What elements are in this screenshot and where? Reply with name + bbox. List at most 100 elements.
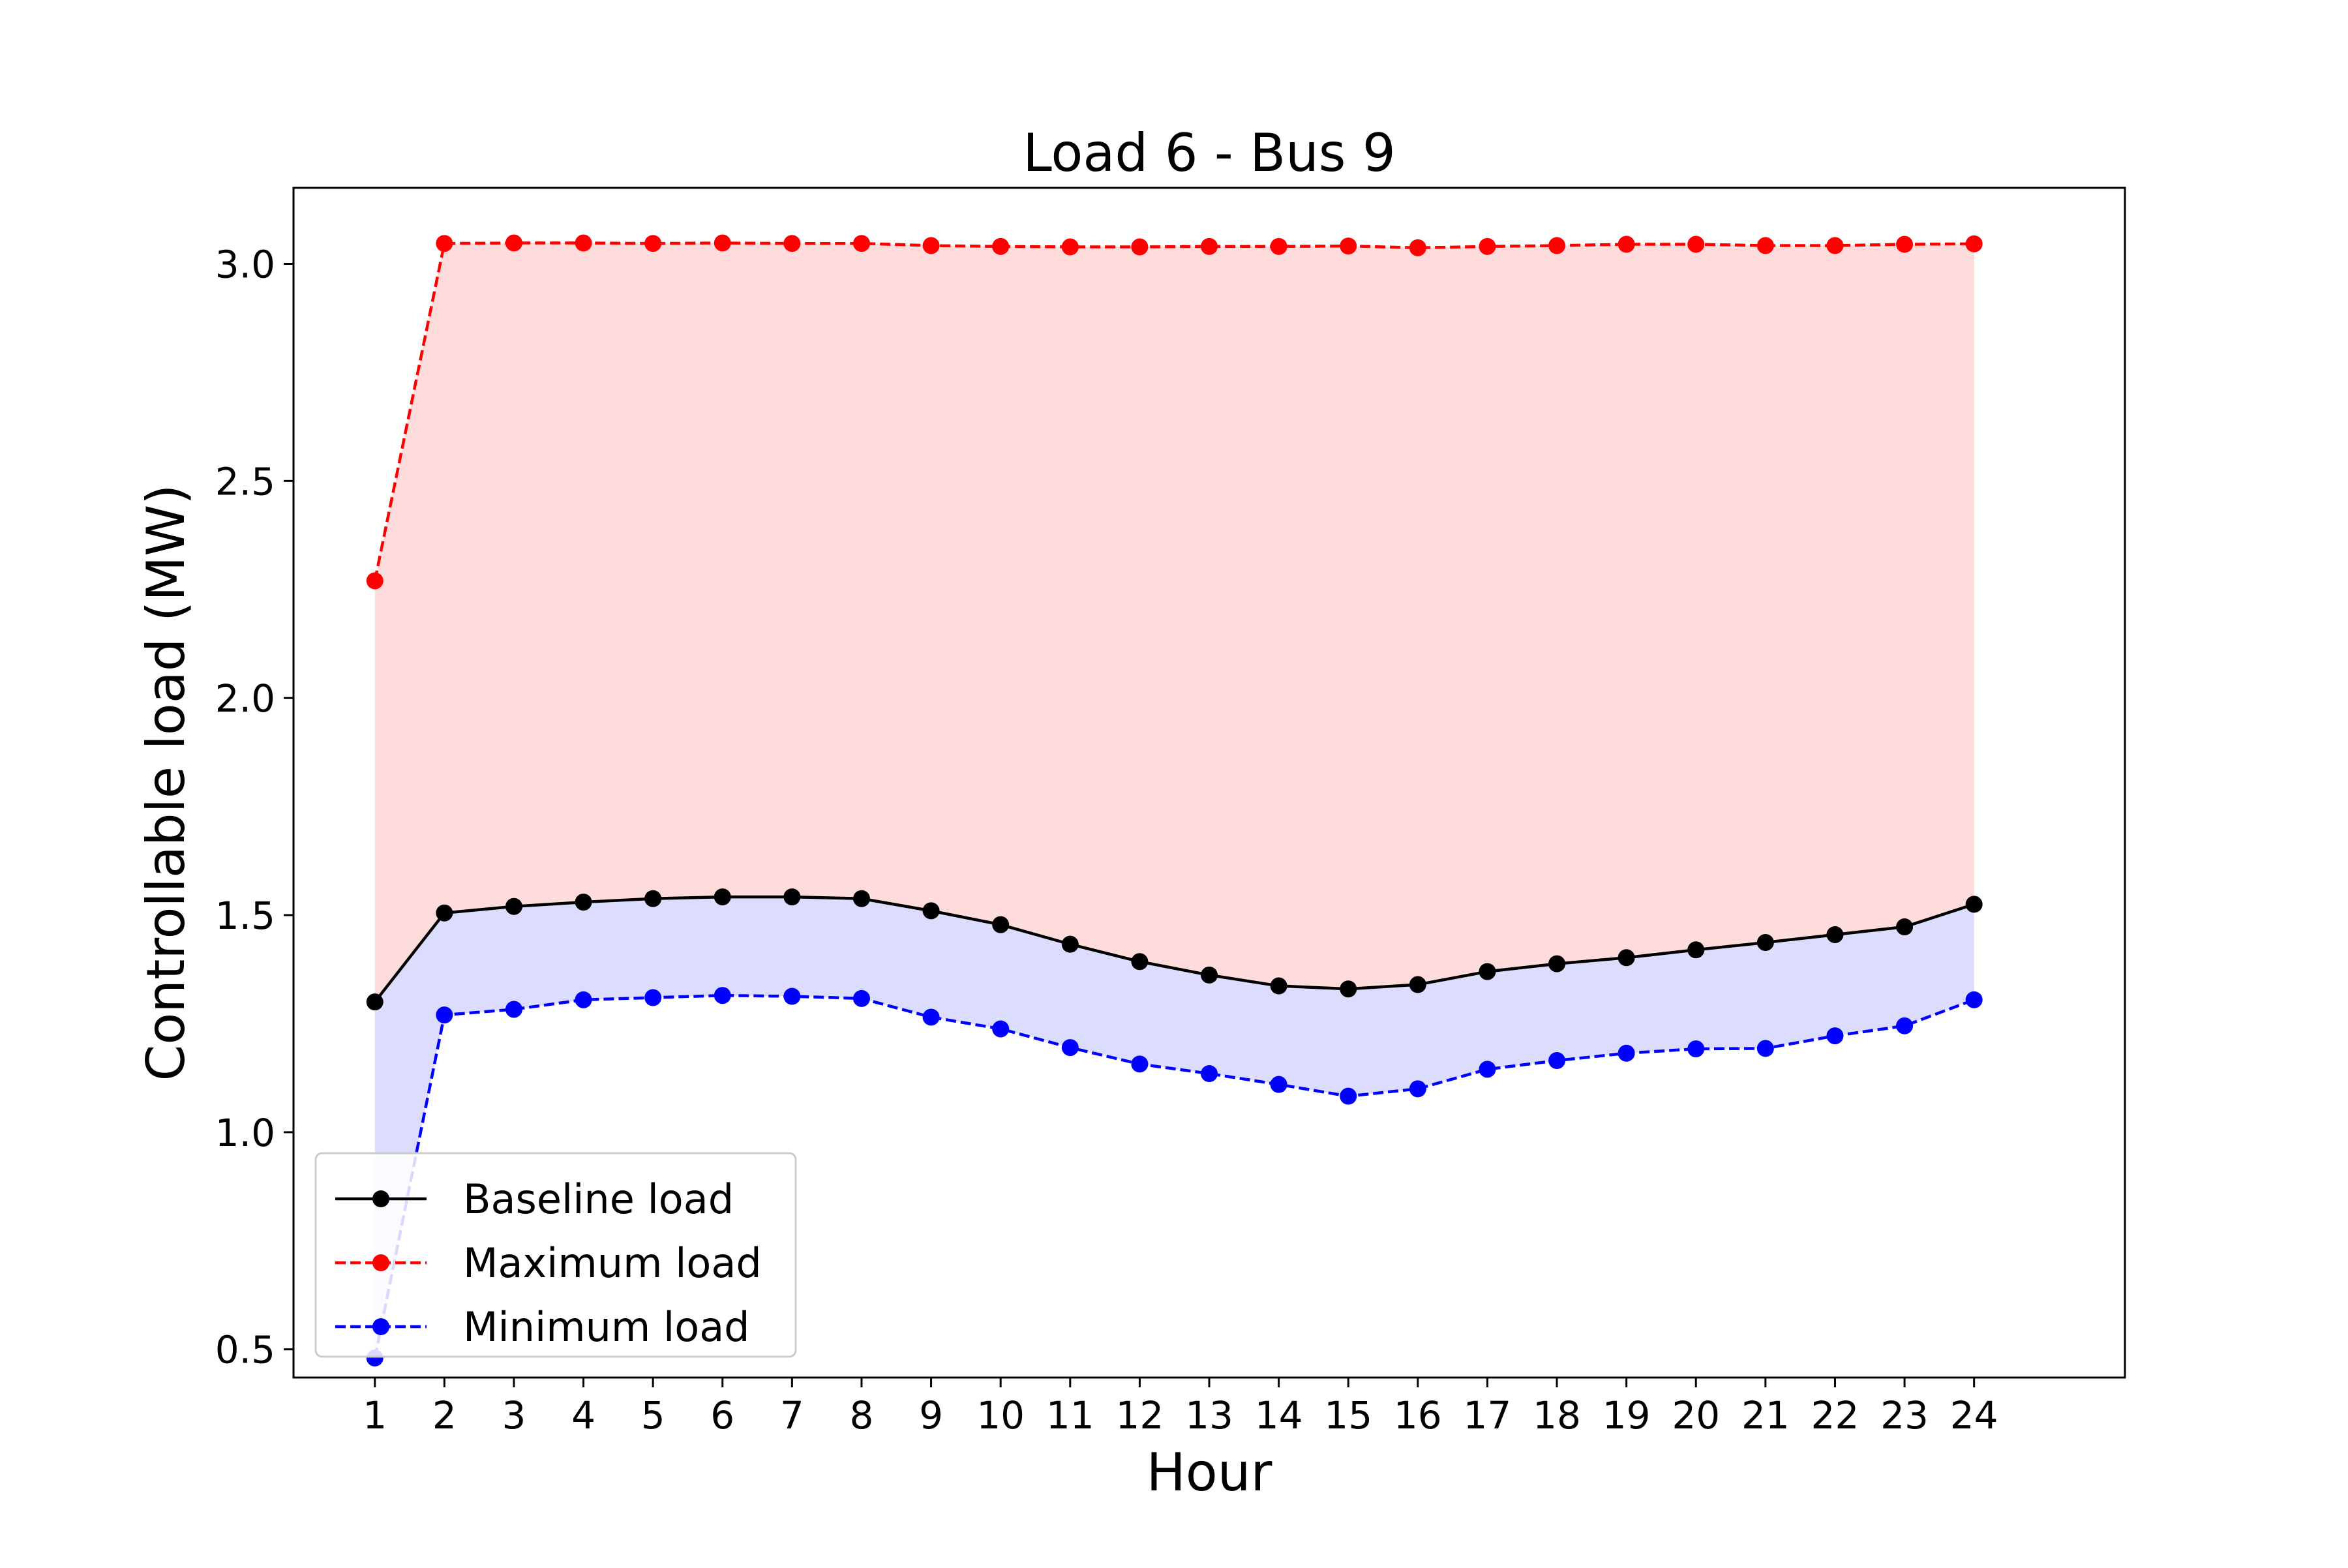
baseline-load-point <box>852 890 870 907</box>
minimum-load-point <box>575 991 592 1008</box>
y-tick-label: 3.0 <box>215 242 275 286</box>
minimum-load-point <box>1687 1040 1705 1058</box>
y-tick-label: 1.5 <box>215 894 275 938</box>
baseline-load-point <box>1687 941 1705 959</box>
baseline-load-point <box>644 890 662 907</box>
baseline-load-point <box>1896 918 1914 936</box>
baseline-load-point <box>1131 953 1149 971</box>
legend-label-minimum-load: Minimum load <box>463 1303 750 1351</box>
legend-entries: Baseline load Maximum load Minimum load <box>335 1175 762 1351</box>
y-tick-label: 1.0 <box>215 1111 275 1155</box>
minimum-load-point <box>1756 1040 1774 1057</box>
minimum-load-point <box>1201 1065 1218 1083</box>
x-tick-label: 13 <box>1185 1393 1233 1438</box>
legend: Baseline load Maximum load Minimum load <box>314 1152 797 1358</box>
legend-marker-minimum-load <box>372 1318 389 1335</box>
baseline-load-point <box>1340 980 1357 998</box>
baseline-load-point <box>714 888 731 906</box>
minimum-load-point <box>714 987 731 1004</box>
x-tick-label: 16 <box>1394 1393 1442 1438</box>
x-tick-label: 1 <box>363 1393 387 1438</box>
minimum-load-point <box>1270 1076 1287 1093</box>
minimum-load-point <box>922 1008 940 1026</box>
maximum-load-point <box>1201 237 1218 255</box>
minimum-load-point <box>436 1006 453 1024</box>
x-axis-label: Hour <box>1147 1442 1272 1503</box>
minimum-load-point <box>505 1001 522 1018</box>
x-tick-label: 10 <box>976 1393 1025 1438</box>
x-tick-label: 23 <box>1880 1393 1929 1438</box>
baseline-load-point <box>1548 955 1566 972</box>
maximum-load-point <box>505 234 522 252</box>
minimum-load-point <box>1061 1039 1079 1057</box>
baseline-load-point <box>1756 933 1774 951</box>
maximum-load-point <box>1896 235 1914 253</box>
legend-label-maximum-load: Maximum load <box>463 1239 762 1287</box>
x-tick-label: 7 <box>780 1393 804 1438</box>
maximum-load-line <box>373 241 1974 581</box>
minimum-load-point <box>1131 1055 1149 1073</box>
minimum-load-point <box>1618 1044 1635 1062</box>
baseline-load-point <box>1061 935 1079 953</box>
minimum-load-point <box>1826 1027 1844 1045</box>
baseline-load-point <box>366 993 384 1011</box>
legend-marker-baseline-load <box>372 1190 389 1207</box>
minimum-load-line <box>373 993 1975 1359</box>
x-tick-label: 15 <box>1324 1393 1372 1438</box>
maximum-load-point <box>575 234 592 252</box>
x-tick-label: 9 <box>919 1393 943 1438</box>
x-tick-label: 11 <box>1046 1393 1094 1438</box>
x-tick-label: 24 <box>1950 1393 1998 1438</box>
x-tick-label: 6 <box>710 1393 734 1438</box>
baseline-load-point <box>1965 896 1983 913</box>
maximum-load-point <box>1756 237 1774 254</box>
maximum-load-point <box>1061 238 1079 256</box>
fill-region-2 <box>374 897 1974 1359</box>
maximum-load-point <box>1965 235 1983 252</box>
minimum-load-point <box>992 1020 1010 1038</box>
x-tick-label: 20 <box>1672 1393 1720 1438</box>
maximum-load-point <box>1270 237 1287 255</box>
y-axis-ticks: 0.5 1.0 1.5 2.0 2.5 3.0 <box>215 242 294 1372</box>
minimum-load-point <box>1965 991 1983 1008</box>
y-axis-label: Controllable load (MW) <box>136 484 196 1081</box>
baseline-load-point <box>783 888 801 906</box>
maximum-load-point <box>644 235 662 252</box>
chart-title: Load 6 - Bus 9 <box>1023 123 1396 183</box>
maximum-load-point <box>783 235 801 252</box>
maximum-load-point <box>714 234 731 252</box>
minimum-load-point <box>783 988 801 1005</box>
baseline-load-point <box>1409 976 1426 993</box>
minimum-load-point <box>1479 1061 1496 1078</box>
minimum-load-point <box>1548 1052 1566 1070</box>
maximum-load-point <box>1826 237 1844 254</box>
minimum-load-point <box>1340 1087 1357 1105</box>
minimum-load-point <box>852 989 870 1007</box>
maximum-load-point <box>1479 237 1496 255</box>
x-tick-label: 8 <box>850 1393 874 1438</box>
baseline-load-point <box>436 904 453 922</box>
baseline-load-point <box>1201 966 1218 984</box>
y-tick-label: 0.5 <box>215 1328 275 1372</box>
maximum-load-point <box>366 572 384 590</box>
x-tick-label: 17 <box>1464 1393 1512 1438</box>
baseline-load-point <box>1270 977 1287 995</box>
x-tick-label: 2 <box>432 1393 457 1438</box>
maximum-load-point <box>1131 238 1149 256</box>
series-points <box>366 234 1983 1367</box>
x-axis-ticks: 1 2 3 4 5 6 7 8 9 10 11 12 13 14 15 16 17 18 19 20 21 22 23 24 <box>363 1378 1998 1438</box>
maximum-load-point <box>1548 237 1566 254</box>
baseline-load-point <box>1618 949 1635 967</box>
x-tick-label: 5 <box>641 1393 665 1438</box>
minimum-load-point <box>1409 1080 1426 1098</box>
legend-marker-maximum-load <box>372 1254 389 1271</box>
baseline-load-point <box>992 916 1010 933</box>
maximum-load-point <box>1687 235 1705 253</box>
fill-regions <box>374 243 1974 1359</box>
baseline-load-point <box>575 894 592 911</box>
y-tick-label: 2.0 <box>215 676 275 721</box>
maximum-load-point <box>436 235 453 252</box>
baseline-load-line <box>373 895 1975 1003</box>
